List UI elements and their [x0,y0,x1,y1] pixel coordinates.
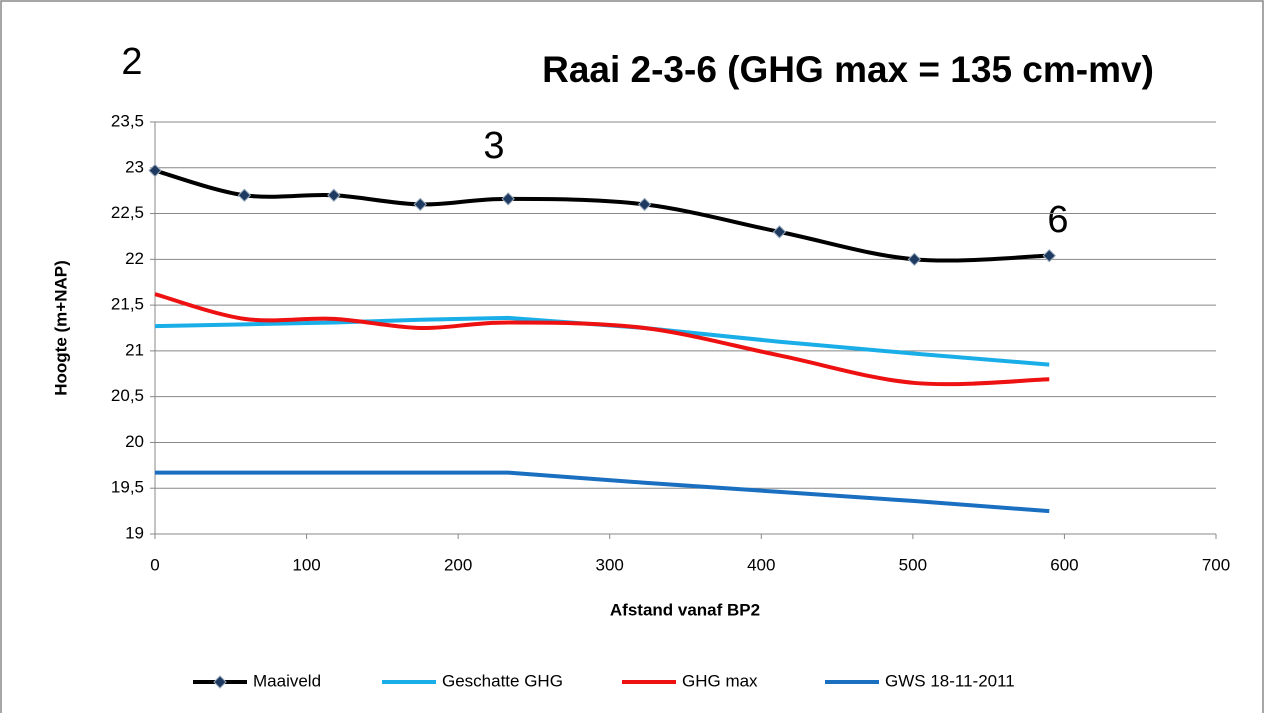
y-tick-label: 20 [125,432,144,451]
x-tick-label: 100 [292,555,320,574]
y-tick-label: 19,5 [111,478,144,497]
x-tick-label: 700 [1202,555,1230,574]
legend-marker [213,675,227,689]
annotation: 3 [483,125,504,167]
x-tick-label: 300 [596,555,624,574]
x-axis-title: Afstand vanaf BP2 [610,600,760,619]
legend-label: Maaiveld [253,671,321,690]
legend-label: GWS 18-11-2011 [885,671,1015,690]
y-tick-label: 23,5 [111,111,144,130]
legend-label: Geschatte GHG [442,671,563,690]
y-tick-label: 19 [125,523,144,542]
marker [637,197,652,212]
marker [237,188,252,202]
marker [501,192,515,206]
y-tick-label: 20,5 [111,386,144,405]
legend-label: GHG max [682,671,758,690]
y-tick-label: 21 [125,340,144,359]
series-line [154,315,1050,367]
x-tick-label: 400 [747,555,775,574]
annotation: 2 [121,41,142,83]
y-tick-label: 22,5 [111,203,144,222]
marker [907,252,922,267]
marker [413,197,427,212]
series-line [155,470,1050,514]
marker [327,188,341,202]
marker [772,225,787,239]
marker [148,163,162,178]
chart-title: Raai 2-3-6 (GHG max = 135 cm-mv) [542,49,1154,90]
y-tick-label: 23 [125,157,144,176]
x-tick-label: 600 [1050,555,1078,574]
y-tick-label: 22 [125,249,144,268]
annotation: 6 [1047,199,1068,241]
y-axis-title: Hoogte (m+NAP) [51,260,70,396]
x-tick-label: 500 [899,555,927,574]
y-tick-label: 21,5 [111,295,144,314]
x-tick-label: 0 [150,555,159,574]
x-tick-label: 200 [444,555,472,574]
marker [1042,248,1056,263]
series-line [154,168,1050,263]
series-line [154,292,1050,387]
